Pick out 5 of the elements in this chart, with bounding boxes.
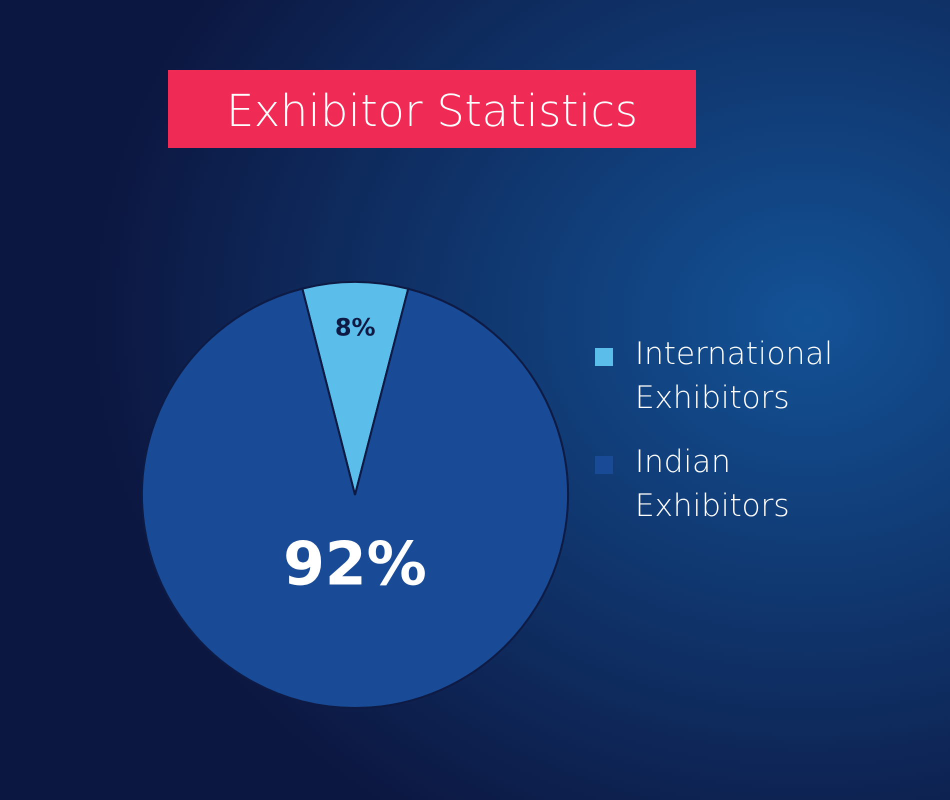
legend-label: Indian Exhibitors	[635, 444, 790, 524]
chart-title: Exhibitor Statistics	[226, 86, 638, 137]
legend-label: International Exhibitors	[635, 336, 833, 416]
data-label: 8%	[334, 313, 376, 342]
data-label: 92%	[283, 530, 427, 600]
